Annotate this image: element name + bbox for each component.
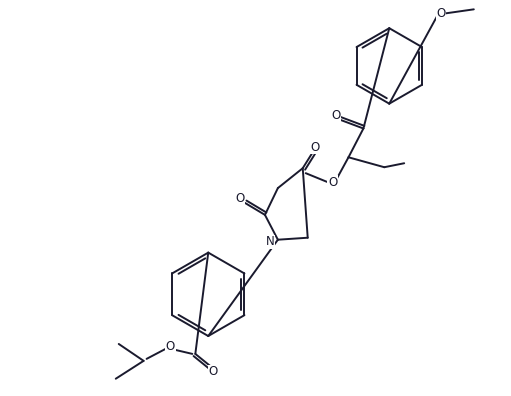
Text: O: O [310, 141, 319, 154]
Text: O: O [436, 7, 446, 20]
Text: N: N [266, 235, 274, 248]
Text: O: O [208, 365, 218, 378]
Text: O: O [236, 192, 245, 204]
Text: O: O [331, 109, 340, 122]
Text: O: O [328, 175, 337, 188]
Text: O: O [166, 341, 175, 354]
